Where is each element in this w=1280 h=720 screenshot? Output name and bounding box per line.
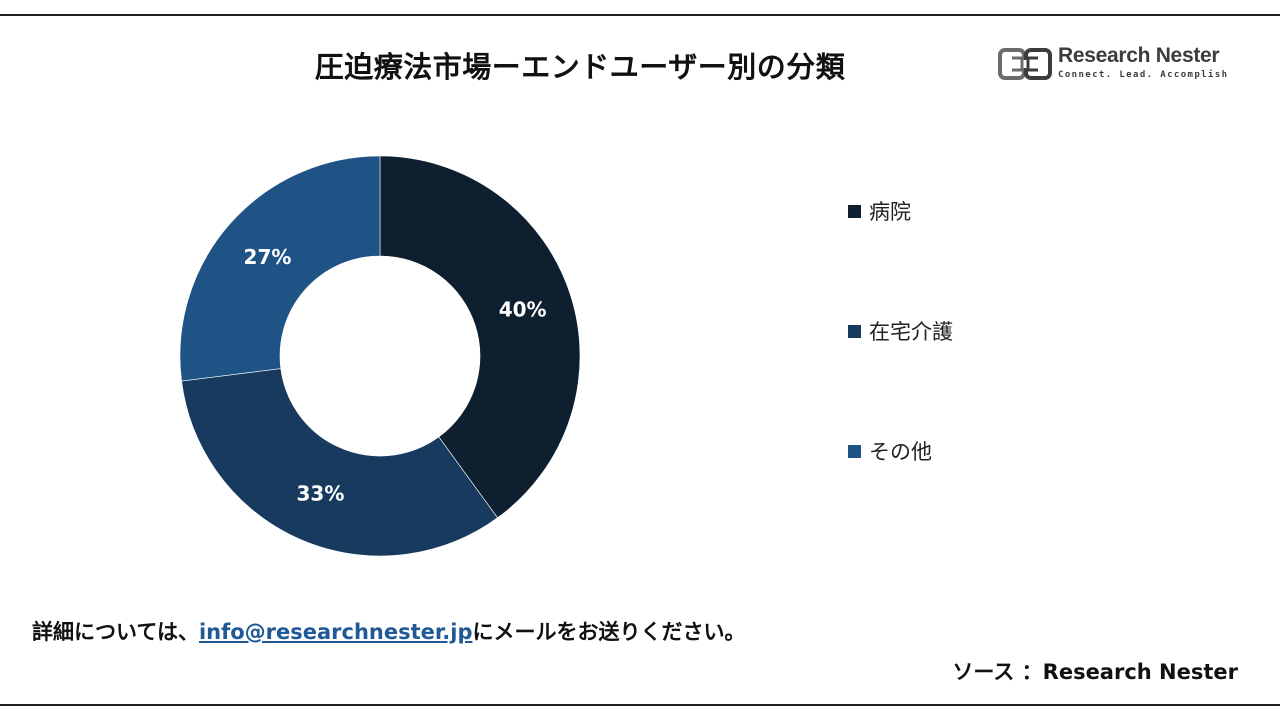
legend-swatch-other (848, 444, 861, 458)
contact-note: 詳細については、info@researchnester.jpにメールをお送りくだ… (32, 616, 745, 646)
legend-label-home-care: 在宅介護 (869, 320, 953, 344)
legend-item-home-care: 在宅介護 (848, 316, 953, 346)
top-rule (0, 14, 1280, 16)
slice-home-care (181, 368, 498, 557)
slice-other (179, 155, 381, 382)
slice-hospital (379, 155, 581, 519)
legend-label-hospital: 病院 (869, 200, 911, 224)
data-label-other: 27% (244, 245, 292, 269)
bottom-rule (0, 704, 1280, 706)
logo-name: Research Nester (1058, 44, 1220, 67)
logo-tagline: Connect. Lead. Accomplish (1058, 70, 1229, 80)
legend-item-other: その他 (848, 436, 932, 466)
donut-chart: 40% 33% 27% (179, 155, 581, 557)
legend-label-other: その他 (869, 440, 932, 464)
legend-swatch-home-care (848, 324, 861, 338)
chart-title: 圧迫療法市場ーエンドユーザー別の分類 (314, 50, 846, 84)
research-nester-logo-icon (998, 48, 1052, 80)
research-nester-logo: Research Nester Connect. Lead. Accomplis… (998, 44, 1238, 84)
data-label-hospital: 40% (499, 298, 547, 322)
data-label-home-care: 33% (296, 482, 344, 506)
source-credit: ソース ：Research Nester (952, 660, 1238, 684)
contact-suffix: にメールをお送りください。 (472, 620, 746, 644)
contact-email-link[interactable]: info@researchnester.jp (198, 620, 473, 644)
legend-swatch-hospital (848, 204, 861, 218)
contact-prefix: 詳細については、 (32, 620, 199, 644)
legend-item-hospital: 病院 (848, 196, 911, 226)
